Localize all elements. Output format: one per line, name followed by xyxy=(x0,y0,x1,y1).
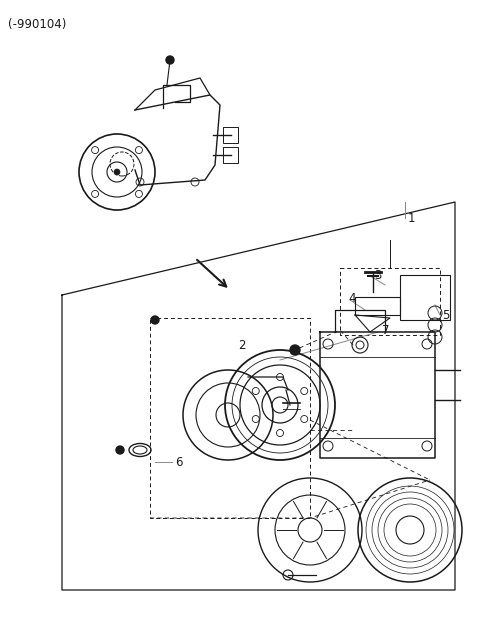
Text: 6: 6 xyxy=(175,456,182,469)
Circle shape xyxy=(151,316,159,324)
Circle shape xyxy=(116,446,124,454)
Text: 1: 1 xyxy=(408,212,416,224)
Text: 2: 2 xyxy=(238,338,245,351)
Text: (-990104): (-990104) xyxy=(8,18,66,31)
Text: 5: 5 xyxy=(442,308,449,322)
Circle shape xyxy=(290,345,300,355)
Text: 7: 7 xyxy=(382,324,389,337)
Bar xyxy=(355,297,400,315)
Circle shape xyxy=(114,169,120,175)
Bar xyxy=(223,147,238,163)
Bar xyxy=(400,275,450,320)
Text: 3: 3 xyxy=(374,269,382,281)
Bar xyxy=(223,127,238,143)
Circle shape xyxy=(166,56,174,64)
Text: 4: 4 xyxy=(348,292,356,304)
